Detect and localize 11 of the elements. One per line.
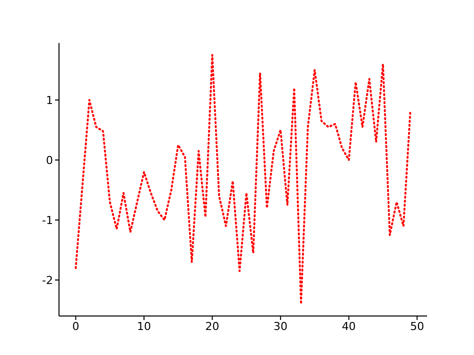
y-tick-label: 1	[46, 94, 53, 107]
line-series	[74, 54, 412, 305]
x-tick-label: 40	[342, 320, 356, 333]
x-tick-label: 30	[274, 320, 288, 333]
x-tick-label: 20	[205, 320, 220, 333]
y-tick-label: -1	[42, 214, 53, 227]
x-tick-label: 10	[137, 320, 151, 333]
y-tick-label: 0	[46, 154, 53, 167]
y-tick-label: -2	[42, 274, 53, 287]
x-tick-label: 50	[410, 320, 424, 333]
x-tick-label: 0	[72, 320, 80, 333]
